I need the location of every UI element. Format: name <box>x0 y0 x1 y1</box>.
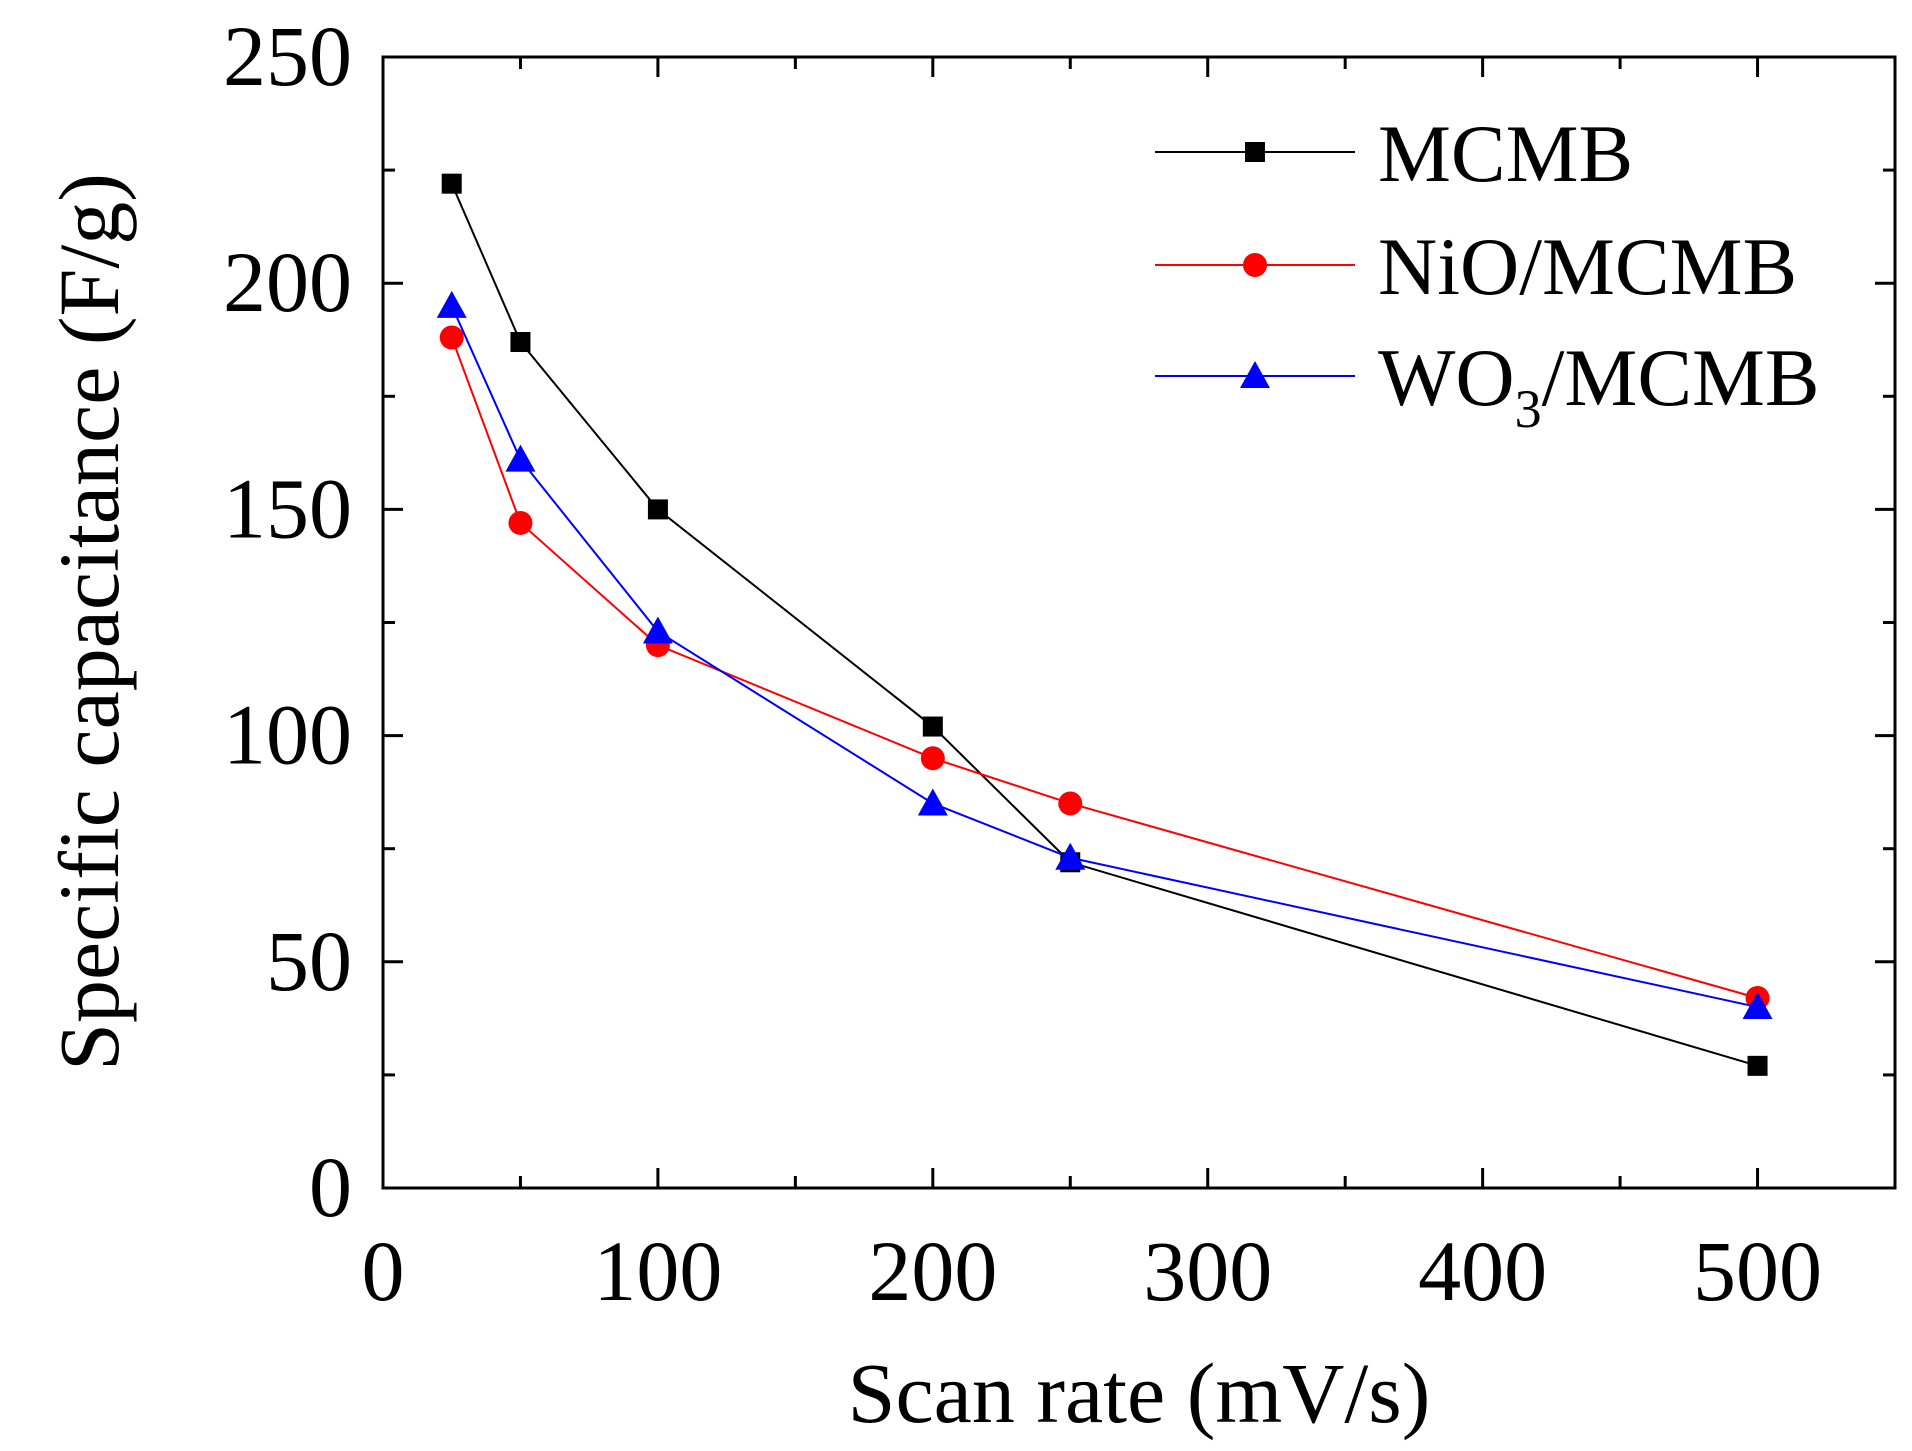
legend-label-wo3-mcmb: WO3/MCMB <box>1378 332 1820 439</box>
y-tick-label: 250 <box>223 8 352 104</box>
data-point-nio-mcmb <box>920 746 945 771</box>
legend-label-part: WO <box>1378 332 1515 423</box>
legend-item-wo3-mcmb: WO3/MCMB <box>1155 332 1820 439</box>
data-point-wo3-mcmb <box>1055 842 1086 870</box>
y-tick-label: 200 <box>223 234 352 330</box>
legend-marker-wo3-mcmb <box>1240 361 1270 388</box>
x-tick-label: 300 <box>1143 1223 1272 1319</box>
y-tick-label: 150 <box>223 460 352 556</box>
x-tick-label: 0 <box>362 1223 405 1319</box>
series-wo3-mcmb <box>436 290 1773 1020</box>
x-tick-label: 200 <box>868 1223 997 1319</box>
legend-label-nio-mcmb: NiO/MCMB <box>1378 221 1797 312</box>
y-tick-label: 0 <box>309 1139 352 1235</box>
data-point-wo3-mcmb <box>917 788 948 816</box>
y-tick-label: 100 <box>223 687 352 783</box>
legend-marker-mcmb <box>1245 142 1265 162</box>
legend-label-part: 3 <box>1515 379 1542 439</box>
axis-ticks <box>381 55 1895 1190</box>
data-point-mcmb <box>922 716 943 737</box>
legend-label-part: NiO/MCMB <box>1378 221 1797 312</box>
data-point-mcmb <box>1747 1055 1768 1076</box>
series-mcmb <box>441 173 1768 1076</box>
data-point-nio-mcmb <box>508 510 533 535</box>
data-point-wo3-mcmb <box>1742 992 1773 1020</box>
legend-label-part: /MCMB <box>1542 332 1820 423</box>
legend-label-part: MCMB <box>1378 108 1633 199</box>
x-tick-label: 400 <box>1418 1223 1547 1319</box>
series-layer <box>436 173 1773 1076</box>
data-point-mcmb <box>441 173 462 194</box>
data-point-mcmb <box>647 499 668 520</box>
data-point-mcmb <box>510 332 531 353</box>
series-line-mcmb <box>450 183 1758 1067</box>
y-tick-label: 50 <box>266 913 352 1009</box>
x-tick-label: 100 <box>593 1223 722 1319</box>
data-point-wo3-mcmb <box>436 290 467 318</box>
series-line-nio-mcmb <box>450 337 1758 999</box>
axis-tick-labels: 0 100 200 300 400 500 0 50 100 150 200 250 <box>223 8 1822 1319</box>
x-axis-title: Scan rate (mV/s) <box>848 1345 1431 1441</box>
legend: MCMB NiO/MCMB WO3/MCMB <box>1155 108 1820 439</box>
data-point-wo3-mcmb <box>505 444 536 472</box>
legend-item-nio-mcmb: NiO/MCMB <box>1155 221 1797 312</box>
legend-item-mcmb: MCMB <box>1155 108 1633 199</box>
data-point-wo3-mcmb <box>642 616 673 644</box>
data-point-nio-mcmb <box>1058 791 1083 816</box>
x-tick-label: 500 <box>1693 1223 1822 1319</box>
series-line-wo3-mcmb <box>450 305 1758 1009</box>
legend-label-mcmb: MCMB <box>1378 108 1633 199</box>
series-nio-mcmb <box>439 325 1770 1010</box>
legend-marker-nio-mcmb <box>1243 253 1267 277</box>
y-axis-title: Specific capacitance (F/g) <box>41 173 137 1071</box>
data-point-nio-mcmb <box>439 325 464 350</box>
